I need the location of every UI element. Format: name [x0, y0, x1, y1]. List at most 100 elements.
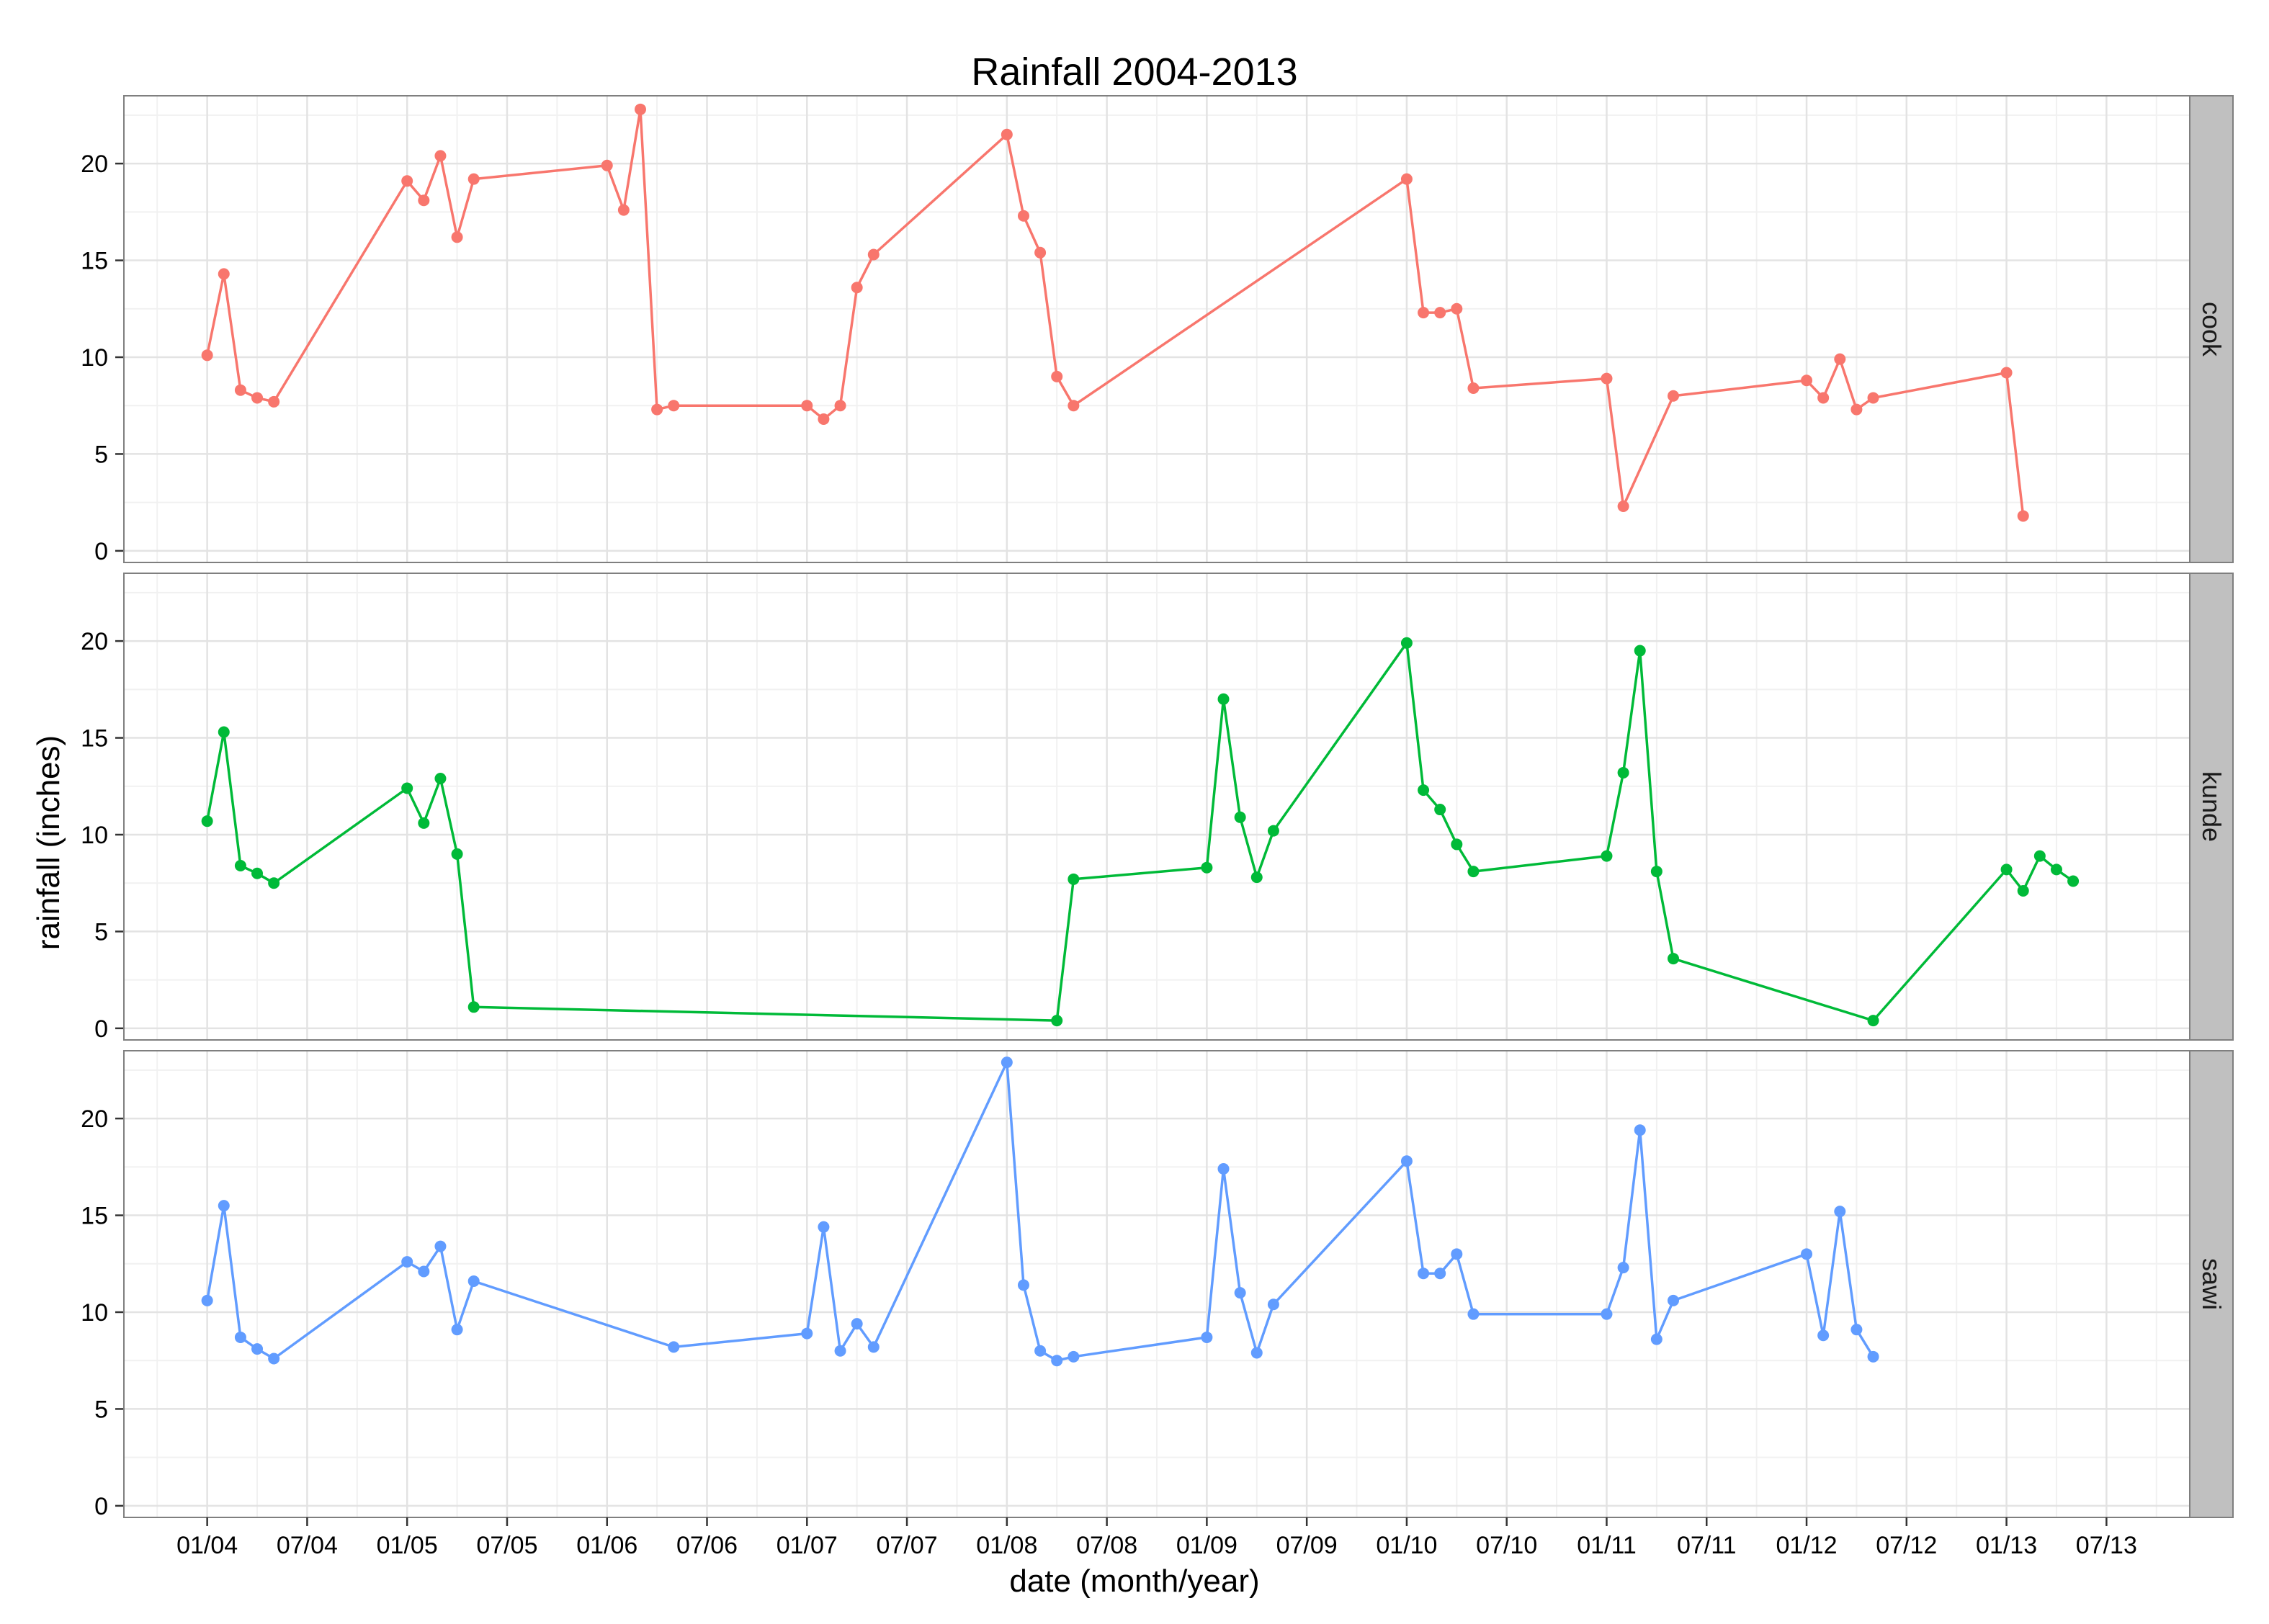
y-axis-title: rainfall (inches) — [31, 735, 66, 950]
data-point-kunde — [1601, 850, 1613, 862]
data-point-kunde — [401, 782, 413, 794]
data-point-cook — [1418, 307, 1430, 319]
data-point-sawi — [1650, 1333, 1662, 1345]
data-point-cook — [1068, 400, 1080, 412]
data-point-cook — [617, 204, 630, 216]
strip-label-kunde: kunde — [2197, 771, 2227, 842]
data-point-sawi — [1467, 1308, 1480, 1320]
data-point-kunde — [434, 773, 447, 785]
x-tick-label: 01/05 — [377, 1532, 438, 1559]
data-point-kunde — [234, 860, 246, 872]
data-point-sawi — [451, 1324, 463, 1336]
y-tick-label: 0 — [94, 538, 108, 565]
data-point-cook — [218, 268, 230, 280]
x-tick-label: 01/09 — [1176, 1532, 1238, 1559]
data-point-sawi — [1001, 1057, 1013, 1069]
data-point-kunde — [1668, 953, 1679, 965]
data-point-cook — [1451, 302, 1463, 315]
data-point-cook — [1434, 307, 1446, 319]
data-point-kunde — [1867, 1015, 1879, 1027]
data-point-kunde — [1418, 784, 1430, 797]
data-point-cook — [1017, 210, 1029, 222]
data-point-cook — [1834, 353, 1846, 365]
y-tick-label: 15 — [81, 248, 108, 275]
data-point-kunde — [1267, 825, 1279, 837]
data-point-sawi — [1217, 1163, 1230, 1175]
data-point-cook — [1001, 128, 1013, 140]
data-point-sawi — [251, 1343, 264, 1355]
data-point-kunde — [1250, 871, 1263, 884]
data-point-cook — [2017, 510, 2029, 522]
y-tick-label: 20 — [81, 1105, 108, 1133]
data-point-sawi — [1451, 1248, 1463, 1260]
data-point-sawi — [467, 1275, 480, 1287]
data-point-sawi — [1817, 1329, 1830, 1342]
data-point-kunde — [1634, 645, 1646, 657]
data-point-kunde — [268, 877, 280, 889]
x-tick-label: 01/12 — [1776, 1532, 1837, 1559]
data-point-sawi — [418, 1265, 430, 1278]
y-tick-label: 5 — [94, 918, 108, 946]
x-tick-label: 01/10 — [1376, 1532, 1437, 1559]
x-tick-label: 07/08 — [1076, 1532, 1137, 1559]
data-point-sawi — [668, 1341, 680, 1353]
x-tick-label: 07/06 — [676, 1532, 738, 1559]
strip-label-sawi: sawi — [2197, 1258, 2227, 1310]
data-point-kunde — [201, 815, 213, 827]
data-point-cook — [1034, 246, 1047, 259]
y-tick-label: 10 — [81, 1299, 108, 1327]
strip-label-cook: cook — [2197, 302, 2227, 357]
data-point-cook — [418, 194, 430, 207]
data-point-kunde — [218, 726, 230, 738]
data-point-sawi — [1051, 1355, 1063, 1367]
data-point-kunde — [2050, 863, 2062, 876]
strip-cook — [2189, 95, 2234, 563]
data-point-sawi — [1434, 1268, 1446, 1280]
data-point-cook — [1601, 372, 1613, 385]
data-point-sawi — [1668, 1294, 1679, 1306]
x-tick-label: 07/11 — [1677, 1532, 1737, 1559]
data-point-sawi — [1634, 1124, 1646, 1136]
x-tick-label: 07/07 — [877, 1532, 938, 1559]
data-point-sawi — [1801, 1248, 1813, 1260]
data-point-sawi — [1250, 1347, 1263, 1359]
data-point-cook — [1400, 173, 1413, 185]
data-point-sawi — [1400, 1155, 1413, 1167]
data-point-sawi — [1017, 1279, 1029, 1291]
x-tick-label: 07/09 — [1276, 1532, 1338, 1559]
y-tick-label: 10 — [81, 344, 108, 372]
data-point-sawi — [234, 1331, 246, 1343]
x-tick-label: 01/04 — [176, 1532, 238, 1559]
data-point-cook — [834, 400, 846, 412]
data-point-cook — [818, 413, 830, 426]
y-tick-label: 15 — [81, 1203, 108, 1230]
data-point-cook — [1850, 403, 1863, 416]
data-point-sawi — [1601, 1308, 1613, 1320]
data-point-kunde — [1617, 766, 1629, 779]
y-tick-label: 0 — [94, 1015, 108, 1043]
x-tick-label: 07/04 — [277, 1532, 338, 1559]
data-point-kunde — [1217, 693, 1230, 705]
data-point-sawi — [1201, 1331, 1213, 1343]
data-point-sawi — [867, 1341, 880, 1353]
x-tick-label: 07/10 — [1476, 1532, 1537, 1559]
data-point-kunde — [418, 817, 430, 829]
data-point-sawi — [1267, 1298, 1279, 1311]
facet-panels: 0 5 10 15 20 cook 0 5 10 15 20 kunde 0 5 10 15 20 sawi — [81, 95, 2234, 1520]
data-point-kunde — [467, 1001, 480, 1013]
data-point-cook — [1668, 390, 1679, 402]
data-point-sawi — [1418, 1268, 1430, 1280]
data-point-sawi — [1867, 1350, 1879, 1363]
data-point-kunde — [2067, 875, 2080, 887]
data-point-cook — [1617, 501, 1629, 513]
y-tick-label: 15 — [81, 725, 108, 753]
data-point-sawi — [401, 1256, 413, 1268]
data-point-sawi — [1068, 1350, 1080, 1363]
data-point-sawi — [434, 1240, 447, 1252]
data-point-sawi — [801, 1327, 813, 1340]
y-tick-label: 10 — [81, 822, 108, 849]
data-point-kunde — [1451, 838, 1463, 851]
data-point-kunde — [1400, 637, 1413, 649]
x-tick-label: 01/06 — [576, 1532, 637, 1559]
